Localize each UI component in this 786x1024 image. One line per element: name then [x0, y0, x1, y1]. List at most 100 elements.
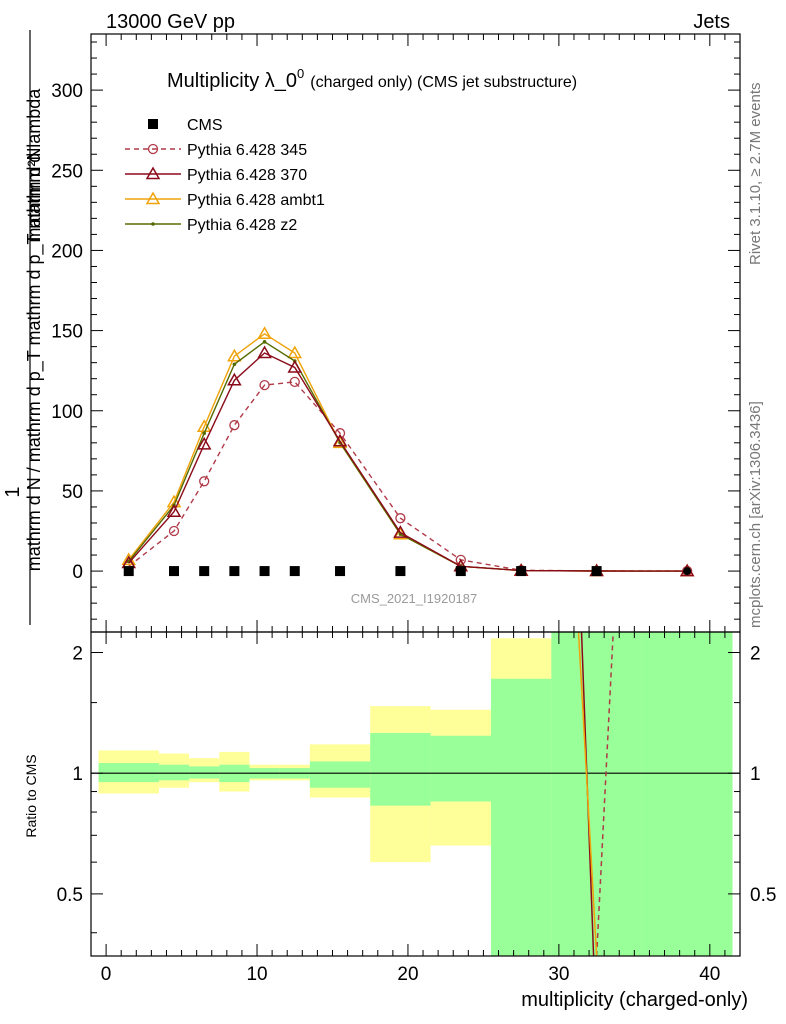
y-label-numerator-2: mathrm d²N [24, 147, 44, 242]
stat-uncertainty-band [551, 632, 642, 956]
y-tick-label: 200 [51, 241, 83, 262]
x-tick-label: 40 [699, 964, 720, 985]
data-point [196, 436, 212, 450]
stat-uncertainty-band [189, 766, 220, 779]
series-line [128, 381, 688, 572]
data-point [683, 567, 692, 576]
series-line [128, 332, 688, 572]
data-point [123, 566, 134, 577]
chart-title: Multiplicity λ_00 (charged only) (CMS jet… [167, 66, 577, 92]
data-point [262, 340, 267, 344]
stat-uncertainty-band [490, 678, 552, 956]
data-point [335, 566, 346, 577]
legend-entry: Pythia 6.428 370 [125, 166, 307, 184]
data-point [289, 376, 300, 388]
y-tick-label: 0 [72, 562, 83, 583]
data-point [202, 431, 206, 436]
data-point [199, 566, 210, 577]
y-tick-label: 150 [51, 322, 83, 343]
data-point [232, 362, 237, 367]
axes: 0 50 100 150 200 250 300 0 10 20 30 40 0.5 0.5 1 1 2 2 [51, 33, 776, 985]
legend-entry: Pythia 6.428 345 [125, 142, 307, 159]
data-point [168, 525, 180, 537]
legend-label: Pythia 6.428 370 [187, 167, 307, 184]
y-tick-label: 50 [62, 482, 83, 503]
stat-uncertainty-band [370, 732, 431, 806]
y-tick-label: 300 [51, 81, 83, 102]
ratio-plot-frame [90, 631, 741, 957]
stat-uncertainty-band [430, 735, 491, 802]
data-point [166, 504, 182, 518]
x-axis-label: multiplicity (charged-only) [521, 989, 748, 1011]
ratio-line [595, 631, 614, 957]
y-tick-label: 250 [51, 161, 83, 182]
chart-title-suffix: (charged only) (CMS jet substructure) [310, 74, 577, 91]
legend-entry: Pythia 6.428 z2 [125, 217, 297, 234]
y-label-numerator: 1 [2, 486, 24, 497]
legend-label: Pythia 6.428 z2 [187, 217, 297, 234]
data-point [287, 359, 303, 373]
data-point [455, 554, 466, 566]
header-energy: 13000 GeV pp [106, 11, 235, 33]
stat-uncertainty-band [309, 761, 371, 788]
series-pythia-6-428-345 [123, 376, 693, 577]
data-point [227, 372, 242, 386]
legend-entry: CMS [148, 117, 223, 134]
ratio-y-tick-label: 2 [72, 644, 83, 665]
ratio-y-tick-label: 1 [72, 764, 83, 785]
legend-label: Pythia 6.428 345 [187, 142, 307, 159]
legend: CMS Pythia 6.428 345 Pythia 6.428 370 Pythi… [125, 117, 325, 234]
data-point [393, 526, 408, 540]
data-point [289, 566, 300, 577]
x-tick-label: 20 [397, 964, 418, 985]
series-pythia-6-428-z2 [126, 340, 689, 573]
ratio-uncertainty-bands [98, 632, 733, 956]
ratio-y-tick-label: 2 [750, 644, 761, 665]
ratio-line [577, 631, 598, 957]
data-point [259, 379, 270, 391]
data-point [259, 566, 270, 577]
rivet-version-label: Rivet 3.1.10, ≥ 2.7M events [747, 83, 764, 266]
series-cms [123, 566, 692, 577]
data-point [227, 348, 242, 362]
data-point [229, 566, 240, 577]
data-point [257, 345, 272, 359]
legend-label: CMS [187, 117, 223, 134]
data-point [395, 513, 406, 524]
data-point [395, 566, 406, 577]
data-point [591, 566, 602, 577]
stat-uncertainty-band [158, 764, 190, 781]
y-label-denominator: mathrm d N / mathrm d p_T mathrm d p_T m… [24, 88, 45, 571]
ratio-y-tick-label: 1 [750, 764, 761, 785]
data-point [393, 525, 408, 538]
chart-title-superscript: 0 [297, 66, 304, 81]
ratio-y-tick-label: 0.5 [57, 885, 83, 906]
data-point [455, 566, 466, 577]
data-point [151, 222, 155, 226]
legend-entry: Pythia 6.428 ambt1 [125, 191, 325, 209]
data-point [145, 191, 161, 205]
stat-uncertainty-band [98, 763, 159, 783]
x-tick-label: 30 [548, 964, 569, 985]
x-tick-label: 10 [246, 964, 267, 985]
ratio-y-axis-label: Ratio to CMS [23, 754, 39, 837]
main-series [121, 326, 695, 577]
main-y-axis-label: 1 mathrm d²N mathrm d N / mathrm d p_T m… [2, 30, 45, 625]
series-line [128, 352, 688, 572]
legend-label: Pythia 6.428 ambt1 [187, 192, 325, 209]
data-point [287, 345, 303, 359]
mcplots-label: mcplots.cern.ch [arXiv:1306.3436] [747, 401, 764, 628]
ratio-y-tick-label: 0.5 [750, 885, 776, 906]
stat-uncertainty-band [641, 632, 733, 956]
data-point [147, 143, 159, 155]
data-point [169, 566, 180, 577]
data-point [257, 326, 272, 340]
data-point [229, 420, 240, 431]
x-tick-label: 0 [101, 964, 112, 985]
ratio-mc-lines [91, 631, 740, 957]
chart-title-main: Multiplicity λ_0 [167, 70, 297, 92]
data-point [332, 435, 348, 449]
header-category: Jets [693, 11, 730, 33]
data-point [199, 476, 210, 487]
